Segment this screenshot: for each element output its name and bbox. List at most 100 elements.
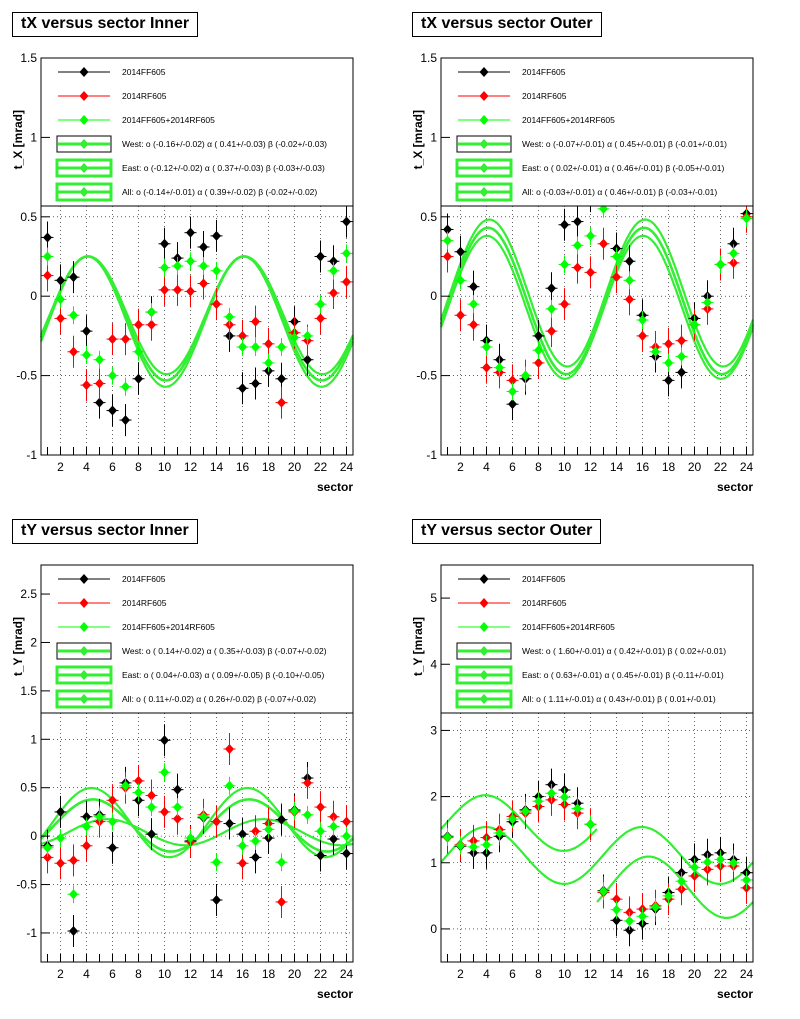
legend-fit-label: East: o (-0.12+/-0.02) α ( 0.37+/-0.03) …	[122, 163, 325, 173]
fit-curves	[440, 794, 754, 919]
chart-svg-ty-outer: 2014FF605 2014RF605 2014FF605+2014RF605 Wes…	[411, 564, 754, 1001]
rf-marker	[67, 335, 80, 368]
y-tick-label: 0.5	[20, 210, 37, 224]
sum-marker	[623, 911, 636, 930]
sum-marker	[340, 827, 353, 846]
sum-marker	[467, 295, 480, 314]
ff-marker	[340, 205, 353, 238]
legend-fit-box	[55, 158, 113, 178]
rf-marker	[275, 885, 288, 918]
sum-marker	[288, 801, 301, 820]
sum-marker	[132, 342, 145, 361]
legend-fit-box	[456, 135, 512, 153]
x-tick-label: 10	[558, 460, 572, 474]
sum-marker	[301, 805, 314, 824]
x-tick-label: 14	[210, 967, 224, 981]
sum-marker	[649, 342, 662, 361]
y-axis: 0 1 2 3 4 5	[430, 591, 450, 936]
chart-panel-tx-inner: tX versus sector Inner 2014FF605 2014RF60…	[0, 0, 400, 507]
legend-label: 2014RF605	[122, 598, 167, 608]
legend-fit-label: All: o ( 0.11+/-0.02) α ( 0.26+/-0.02) β…	[122, 694, 316, 704]
ff-marker	[184, 216, 197, 249]
legend-label: 2014FF605+2014RF605	[522, 115, 615, 125]
plot-frame	[40, 564, 354, 963]
x-tick-label: 10	[558, 967, 572, 981]
legend-label: 2014FF605+2014RF605	[122, 622, 215, 632]
legend-rf-marker	[79, 91, 89, 101]
sum-marker	[184, 829, 197, 848]
legend: 2014FF605 2014RF605 2014FF605+2014RF605 Wes…	[40, 564, 354, 714]
y-tick-label: 0.5	[20, 781, 37, 795]
fit-all-curve	[39, 255, 355, 382]
x-axis: 2 4 6 8 10 12 14 16 18 20 22 24	[447, 447, 753, 474]
sum-marker	[158, 258, 171, 277]
sum-marker	[236, 338, 249, 357]
y-tick-label: -0.5	[416, 369, 437, 383]
sum-marker	[675, 872, 688, 891]
sum-marker	[467, 837, 480, 856]
y-tick-label: 0.5	[420, 210, 437, 224]
x-tick-label: 4	[83, 460, 90, 474]
rf-marker	[610, 261, 623, 294]
x-tick-label: 12	[584, 460, 598, 474]
legend-fit-box	[455, 182, 513, 202]
legend-box	[440, 564, 754, 714]
chart-panel-ty-inner: tY versus sector Inner 2014FF605 2014RF60…	[0, 507, 400, 1014]
sum-marker	[223, 307, 236, 326]
sum-marker	[262, 820, 275, 839]
x-tick-label: 2	[57, 967, 64, 981]
x-tick-label: 18	[662, 460, 676, 474]
y-axis-label: t_Y [mrad]	[11, 617, 25, 676]
rf-marker	[623, 283, 636, 316]
ff-marker	[223, 807, 236, 840]
legend-sum-marker	[79, 622, 89, 632]
sum-marker	[740, 209, 753, 228]
chart-title: tX versus sector Inner	[12, 12, 199, 37]
ff-marker	[132, 362, 145, 395]
sum-marker	[610, 247, 623, 266]
y-tick-label: -1	[26, 448, 37, 462]
legend-fit-box	[455, 689, 513, 709]
ff-marker	[571, 205, 584, 238]
sum-marker	[41, 838, 54, 857]
x-tick-label: 4	[483, 460, 490, 474]
y-tick-label: -1	[426, 448, 437, 462]
x-tick-label: 12	[184, 967, 198, 981]
y-tick-label: 1	[430, 856, 437, 870]
y-tick-label: -0.5	[16, 369, 37, 383]
x-axis: 2 4 6 8 10 12 14 16 18 20 22 24	[447, 954, 753, 981]
y-axis-label: t_X [mrad]	[11, 110, 25, 169]
chart-title: tX versus sector Outer	[412, 12, 602, 37]
x-tick-label: 16	[236, 460, 250, 474]
sum-marker	[441, 827, 454, 846]
x-tick-label: 22	[314, 967, 328, 981]
sum-marker	[714, 850, 727, 869]
legend-label: 2014RF605	[522, 598, 567, 608]
ff-marker	[106, 831, 119, 864]
y-axis: -1 -0.5 0 0.5 1 1.5	[16, 51, 50, 462]
sum-marker	[584, 226, 597, 245]
sum-marker	[480, 835, 493, 854]
sum-marker	[701, 293, 714, 312]
y-tick-label: 2	[430, 790, 437, 804]
fit-curves	[40, 786, 354, 859]
x-tick-label: 20	[688, 967, 702, 981]
sum-marker	[275, 338, 288, 357]
chart-panel-ty-outer: tY versus sector Outer 2014FF605 2014RF60…	[400, 507, 800, 1014]
x-tick-label: 8	[535, 460, 542, 474]
legend: 2014FF605 2014RF605 2014FF605+2014RF605 Wes…	[440, 564, 754, 714]
rf-marker	[571, 251, 584, 284]
sum-marker	[184, 252, 197, 271]
sum-marker	[314, 295, 327, 314]
x-tick-label: 24	[340, 460, 354, 474]
rf-marker	[210, 805, 223, 838]
plot-frame	[40, 57, 354, 456]
legend-sum-marker	[479, 115, 489, 125]
sum-marker	[80, 345, 93, 364]
legend-fit-box	[56, 642, 112, 660]
plot-frame	[440, 564, 754, 963]
x-axis-label: sector	[317, 480, 353, 494]
sum-marker	[454, 836, 467, 855]
chart-svg-tx-outer: 2014FF605 2014RF605 2014FF605+2014RF605 Wes…	[411, 51, 755, 494]
sum-marker	[106, 366, 119, 385]
